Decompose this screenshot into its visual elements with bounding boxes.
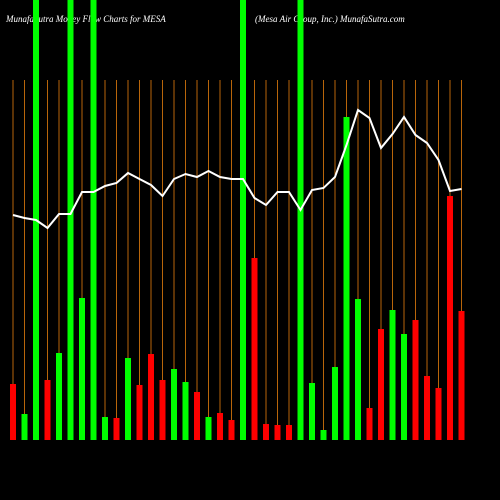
bar [297,0,304,440]
bar [217,413,223,440]
bar [125,358,131,440]
bar [159,380,166,440]
bar [79,298,85,440]
bar [332,367,338,440]
bar [113,418,120,440]
bar [102,417,108,440]
bar [286,425,292,440]
bar [90,0,97,440]
bar [56,353,62,440]
bar [355,299,361,440]
bar [412,320,419,440]
bar [148,354,154,440]
bar [171,369,177,440]
bar [228,420,235,440]
bar [309,383,315,440]
bar [194,392,200,440]
bar [389,310,396,440]
bar [44,380,51,440]
bar [67,0,74,440]
bar [263,424,269,440]
bar [378,329,384,440]
bar [320,430,327,440]
bar [458,311,465,440]
bar [401,334,407,440]
line [12,108,462,230]
bar [274,425,281,440]
bar [343,117,350,440]
bar [136,385,143,440]
bar [240,0,246,440]
bar [366,408,373,440]
bar [182,382,189,440]
bar [10,384,16,440]
bar [251,258,258,440]
bar [447,196,453,440]
bar [435,388,442,440]
bar [205,417,212,440]
bar [424,376,430,440]
chart-subtitle: (Mesa Air Group, Inc.) MunafaSutra.com [255,14,405,24]
bar [21,414,28,440]
chart-title: MunafaSutra Money Flow Charts for MESA [5,14,166,24]
